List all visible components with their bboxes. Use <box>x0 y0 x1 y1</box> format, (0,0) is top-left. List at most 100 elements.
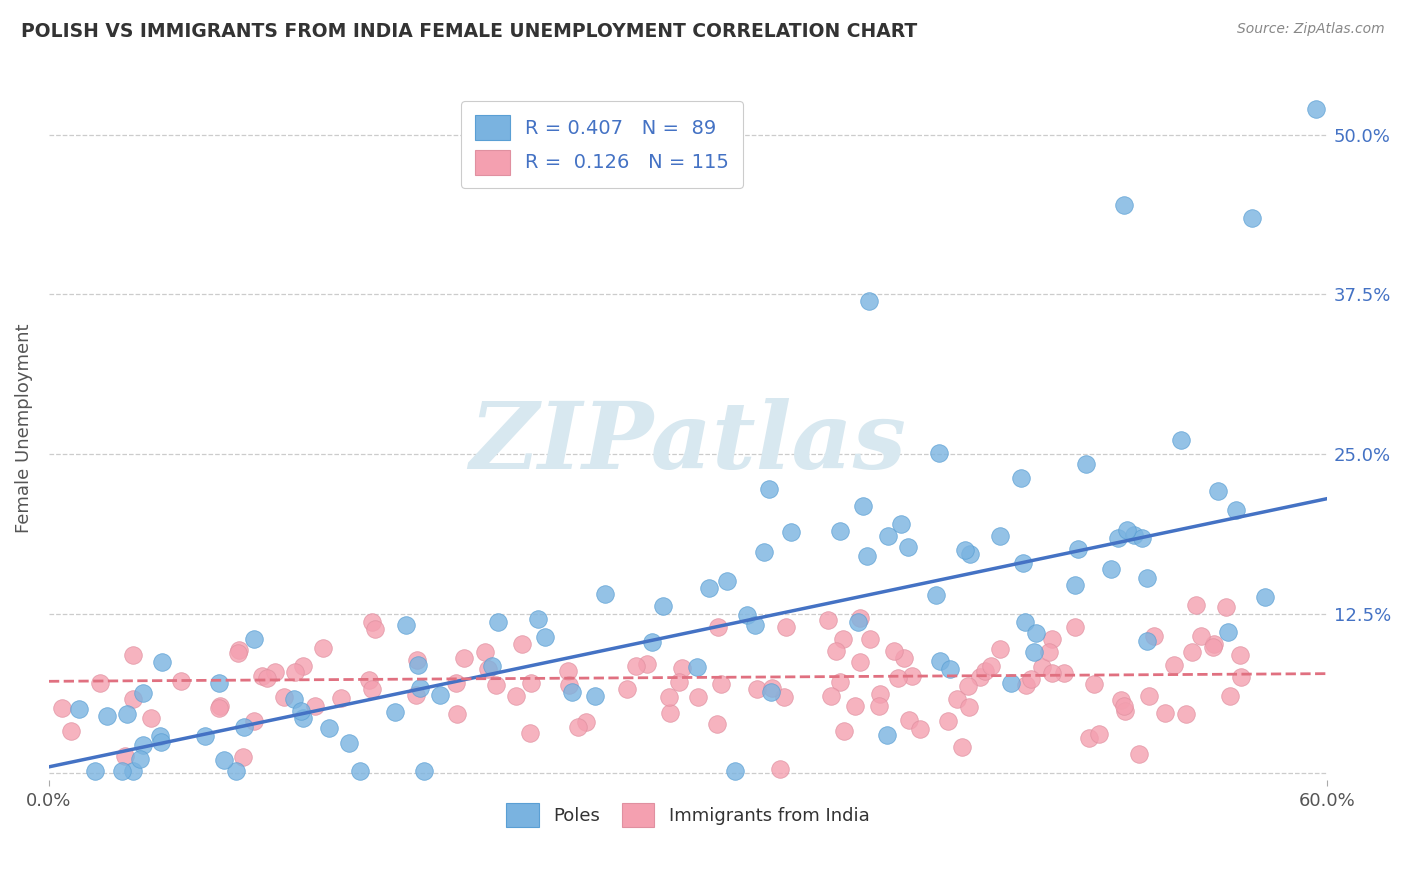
Point <box>395 617 418 632</box>
Point <box>710 677 733 691</box>
Point <box>707 620 730 634</box>
Point <box>1185 598 1208 612</box>
Point <box>1189 630 1212 644</box>
Point <box>901 669 924 683</box>
Point <box>1202 640 1225 654</box>
Point <box>1305 103 1327 117</box>
Point <box>361 681 384 696</box>
Point <box>668 674 690 689</box>
Point <box>848 615 870 630</box>
Point <box>817 614 839 628</box>
Point <box>520 676 543 690</box>
Point <box>877 529 900 543</box>
Point <box>747 681 769 696</box>
Point <box>1116 523 1139 537</box>
Point <box>51 701 73 715</box>
Point <box>510 637 533 651</box>
Point <box>957 699 980 714</box>
Point <box>226 647 249 661</box>
Point <box>1015 678 1038 692</box>
Point <box>1066 542 1088 557</box>
Point <box>1181 645 1204 659</box>
Point <box>477 662 499 676</box>
Point <box>225 764 247 778</box>
Point <box>519 726 541 740</box>
Point <box>887 672 910 686</box>
Point <box>557 664 579 678</box>
Point <box>1064 577 1087 591</box>
Point <box>759 684 782 698</box>
Point <box>852 500 875 514</box>
Point <box>1074 458 1097 472</box>
Text: Source: ZipAtlas.com: Source: ZipAtlas.com <box>1237 22 1385 37</box>
Point <box>84 764 107 778</box>
Point <box>1083 676 1105 690</box>
Point <box>474 645 496 659</box>
Point <box>980 658 1002 673</box>
Point <box>89 675 111 690</box>
Point <box>526 612 548 626</box>
Point <box>453 651 475 665</box>
Point <box>1215 600 1237 615</box>
Point <box>1225 503 1247 517</box>
Point <box>876 728 898 742</box>
Point <box>624 659 647 673</box>
Point <box>953 542 976 557</box>
Point <box>908 722 931 736</box>
Point <box>486 615 509 629</box>
Point <box>956 679 979 693</box>
Point <box>925 588 948 602</box>
Point <box>820 689 842 703</box>
Point <box>897 713 920 727</box>
Point <box>1010 471 1032 485</box>
Point <box>561 685 583 699</box>
Point <box>233 720 256 734</box>
Point <box>946 691 969 706</box>
Point <box>575 715 598 730</box>
Point <box>117 706 139 721</box>
Point <box>844 698 866 713</box>
Point <box>330 691 353 706</box>
Point <box>481 659 503 673</box>
Point <box>283 691 305 706</box>
Point <box>1204 637 1226 651</box>
Point <box>671 660 693 674</box>
Point <box>1229 648 1251 662</box>
Point <box>111 764 134 778</box>
Point <box>974 664 997 678</box>
Point <box>1114 198 1136 212</box>
Point <box>59 723 82 738</box>
Point <box>1136 571 1159 585</box>
Point <box>194 729 217 743</box>
Point <box>1038 645 1060 659</box>
Point <box>290 704 312 718</box>
Point <box>1000 675 1022 690</box>
Point <box>243 714 266 729</box>
Legend: Poles, Immigrants from India: Poles, Immigrants from India <box>499 797 876 834</box>
Point <box>868 699 890 714</box>
Point <box>132 686 155 700</box>
Point <box>936 714 959 729</box>
Point <box>775 620 797 634</box>
Point <box>859 632 882 646</box>
Point <box>969 670 991 684</box>
Point <box>1114 704 1136 718</box>
Point <box>1014 615 1036 629</box>
Point <box>1052 665 1074 680</box>
Point <box>409 681 432 695</box>
Point <box>429 689 451 703</box>
Point <box>384 705 406 719</box>
Point <box>780 524 803 539</box>
Point <box>273 690 295 704</box>
Point <box>1254 591 1277 605</box>
Point <box>357 673 380 687</box>
Point <box>636 657 658 672</box>
Point <box>1153 706 1175 720</box>
Point <box>139 711 162 725</box>
Point <box>291 659 314 673</box>
Point <box>1241 211 1264 225</box>
Point <box>616 681 638 696</box>
Point <box>869 687 891 701</box>
Point <box>243 632 266 647</box>
Point <box>897 540 920 554</box>
